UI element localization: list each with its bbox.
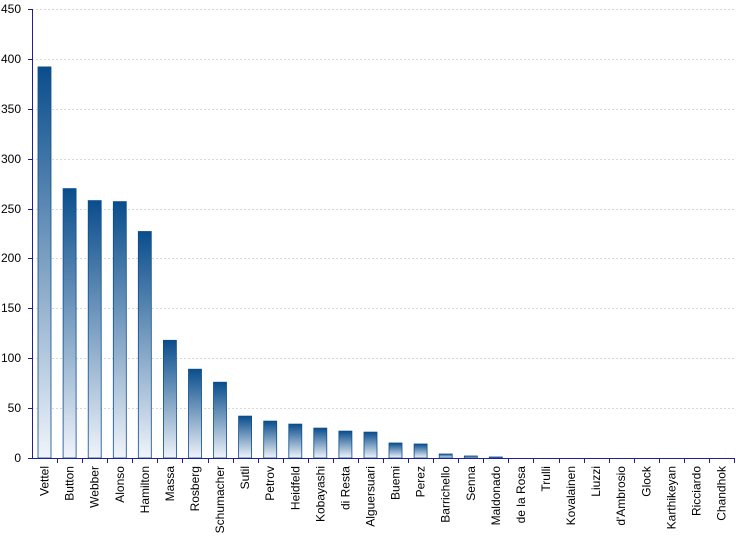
x-tick-label-rosberg: Rosberg: [188, 466, 202, 511]
bar-rosberg: [188, 368, 202, 459]
x-tick-label-trulli: Trulli: [539, 466, 553, 492]
x-tick-label-hamilton: Hamilton: [138, 466, 152, 513]
bar-heidfeld: [288, 423, 303, 459]
y-tick-label-150: 150: [1, 301, 21, 315]
bar-hamilton: [137, 231, 152, 459]
bar-di-resta: [338, 430, 353, 459]
bar-webber: [87, 200, 102, 459]
x-tick-label-kobayashi: Kobayashi: [313, 466, 327, 522]
x-tick-label-buemi: Buemi: [389, 466, 403, 500]
x-tick-label-schumacher: Schumacher: [213, 466, 227, 533]
x-tick-label-glock: Glock: [639, 465, 653, 497]
x-tick-label-webber: Webber: [88, 466, 102, 508]
bar-sutil: [238, 415, 253, 459]
bar-kobayashi: [313, 427, 328, 459]
y-tick-label-300: 300: [1, 152, 21, 166]
x-tick-label-petrov: Petrov: [263, 466, 277, 501]
x-tick-label-de-la-rosa: de la Rosa: [514, 466, 528, 524]
bar-maldonado: [488, 456, 503, 459]
y-tick-label-250: 250: [1, 202, 21, 216]
x-tick-label-di-resta: di Resta: [338, 466, 352, 510]
x-tick-label-barrichello: Barrichello: [439, 466, 453, 523]
bar-alonso: [112, 201, 127, 459]
x-tick-label-maldonado: Maldonado: [489, 466, 503, 526]
x-tick-label-karthikeyan: Karthikeyan: [664, 466, 678, 529]
y-tick-label-50: 50: [8, 401, 22, 415]
x-tick-label-ricciardo: Ricciardo: [689, 466, 703, 516]
x-tick-label-chandhok: Chandhok: [715, 465, 729, 521]
bar-senna: [463, 455, 478, 459]
y-tick-label-450: 450: [1, 2, 21, 16]
x-tick-label-vettel: Vettel: [38, 466, 52, 496]
x-tick-label-alonso: Alonso: [113, 466, 127, 503]
x-tick-label-button: Button: [63, 466, 77, 501]
axes: [28, 9, 735, 463]
x-tick-label-perez: Perez: [414, 466, 428, 497]
bar-button: [62, 188, 77, 459]
bar-buemi: [388, 442, 403, 459]
y-tick-label-100: 100: [1, 351, 21, 365]
y-tick-label-400: 400: [1, 52, 21, 66]
x-tick-label-liuzzi: Liuzzi: [589, 466, 603, 497]
y-tick-label-0: 0: [14, 451, 21, 465]
x-tick-label-senna: Senna: [464, 466, 478, 501]
bar-perez: [413, 443, 428, 459]
y-tick-label-350: 350: [1, 102, 21, 116]
x-tick-label-massa: Massa: [163, 466, 177, 502]
x-tick-labels: Vettel Button Webber Alonso Hamilton Massa Ros…: [38, 465, 729, 533]
bars: [37, 66, 503, 459]
x-tick-label-d-ambrosio: d'Ambrosio: [614, 466, 628, 526]
x-tick-label-sutil: Sutil: [238, 466, 252, 489]
x-tick-label-heidfeld: Heidfeld: [288, 466, 302, 510]
x-tick-label-kovalainen: Kovalainen: [564, 466, 578, 525]
y-tick-label-200: 200: [1, 251, 21, 265]
bar-petrov: [263, 420, 278, 459]
bar-barrichello: [438, 453, 453, 459]
bar-vettel: [37, 66, 52, 459]
bar-alguersuari: [363, 431, 378, 459]
x-tick-label-alguersuari: Alguersuari: [364, 466, 378, 527]
bar-massa: [162, 339, 177, 459]
y-tick-labels: 0 50 100 150 200 250 300 350 400 450: [1, 2, 21, 465]
gridlines: [32, 9, 734, 409]
bar-schumacher: [213, 381, 227, 459]
